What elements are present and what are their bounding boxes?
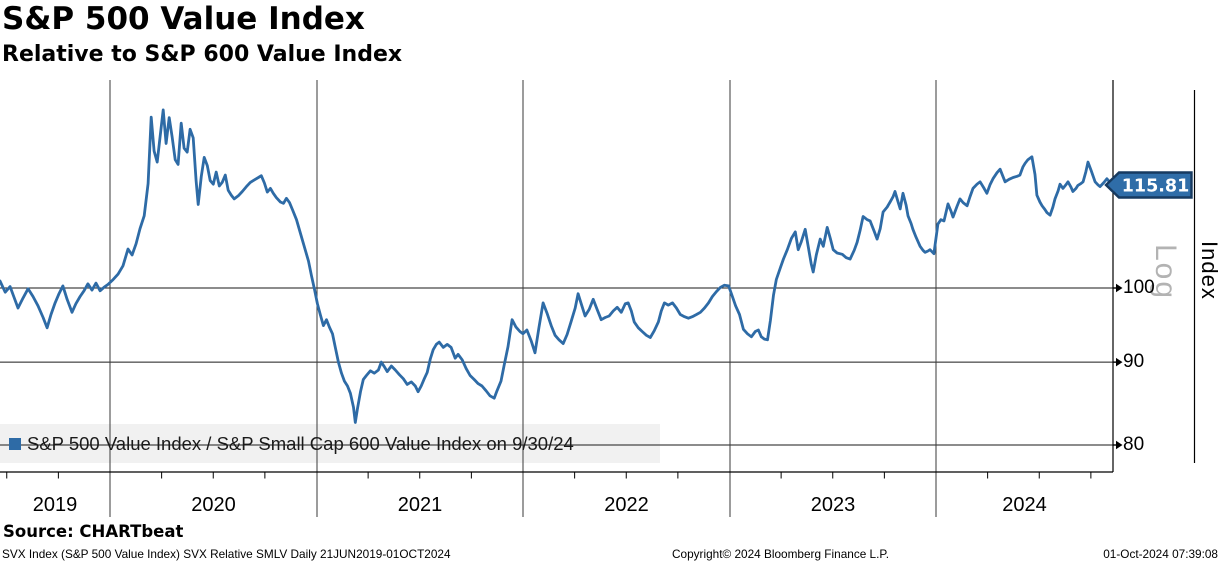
y-axis-label: 100 [1123, 277, 1155, 298]
x-axis-year-label: 2021 [397, 494, 443, 516]
y-tick-arrow-icon [1116, 357, 1123, 367]
page-title: S&P 500 Value Index [2, 1, 365, 37]
footer-ticker-info: SVX Index (S&P 500 Value Index) SVX Rela… [2, 547, 451, 561]
y-axis-unit-label: Index [1197, 241, 1222, 300]
last-price-value: 115.81 [1122, 177, 1190, 197]
footer-copyright: Copyright© 2024 Bloomberg Finance L.P. [672, 547, 890, 561]
x-axis-year-label: 2022 [604, 494, 649, 516]
footer-timestamp: 01-Oct-2024 07:39:08 [1103, 547, 1218, 561]
legend-label: S&P 500 Value Index / S&P Small Cap 600 … [27, 432, 574, 454]
x-axis-year-label: 2019 [32, 494, 78, 516]
x-axis-year-label: 2020 [191, 494, 236, 516]
log-scale-label: Log [1149, 244, 1182, 301]
x-axis-year-label: 2023 [810, 494, 856, 516]
y-tick-arrow-icon [1116, 283, 1123, 293]
y-axis-label: 80 [1123, 433, 1145, 455]
legend-swatch-icon [9, 437, 21, 450]
page-subtitle: Relative to S&P 600 Value Index [2, 42, 403, 67]
y-tick-arrow-icon [1116, 440, 1123, 450]
legend-item[interactable]: S&P 500 Value Index / S&P Small Cap 600 … [0, 424, 660, 463]
x-axis-year-label: 2024 [1002, 494, 1047, 516]
y-axis-label: 90 [1123, 351, 1145, 373]
source-note: Source: CHARTbeat [3, 522, 184, 541]
last-price-tag[interactable]: 115.81 [1104, 170, 1194, 200]
last-price-tag-shape [1104, 171, 1193, 199]
price-line-series [0, 108, 1115, 424]
